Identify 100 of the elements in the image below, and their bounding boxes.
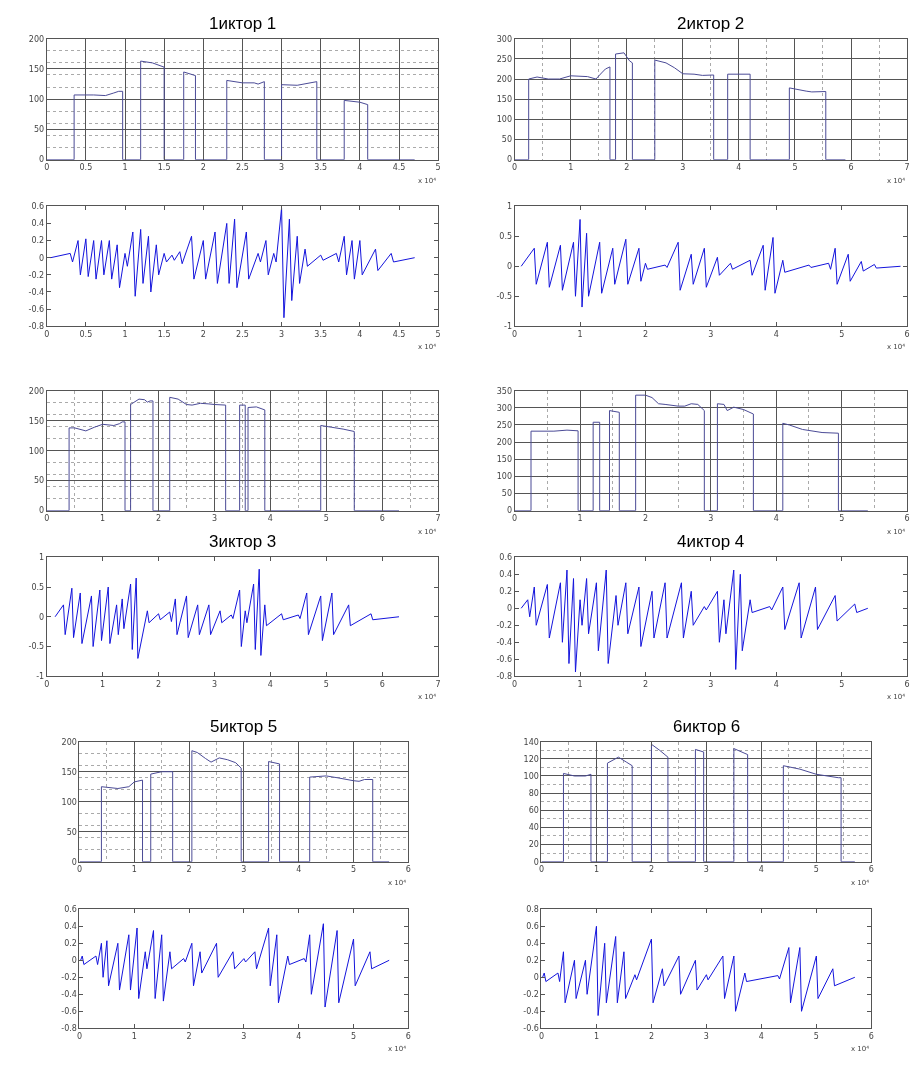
x-tick-label: 5: [813, 865, 819, 875]
y-tick-label: 100: [28, 94, 45, 104]
x-tick-label: 1: [577, 679, 583, 689]
y-tick-label: 0: [506, 604, 513, 614]
y-tick-label: 0.6: [499, 553, 513, 563]
x-tick-label: 1: [100, 679, 106, 689]
y-tick-label: -0.8: [61, 1024, 77, 1034]
x-tick-label: 1: [577, 514, 583, 524]
y-tick-label: -0.6: [28, 304, 45, 314]
x-tick-label: 6: [904, 329, 910, 339]
x-tick-label: 6: [904, 679, 910, 689]
x-tick-label: 2: [156, 679, 162, 689]
y-tick-label: 150: [28, 416, 45, 426]
y-tick-label: 300: [496, 403, 513, 413]
x-tick-label: 3: [279, 329, 285, 339]
y-tick-label: 0.2: [499, 587, 513, 597]
y-tick-label: -0.6: [61, 1007, 77, 1017]
x-tick-label: 3.5: [314, 329, 328, 339]
x-tick-label: 1.5: [157, 163, 171, 173]
chart-title: 1иктор 1: [209, 14, 277, 33]
chart-title: 3иктор 3: [209, 532, 277, 551]
y-tick-label: 50: [501, 489, 513, 499]
y-tick-label: -0.4: [61, 990, 77, 1000]
y-tick-label: 120: [523, 754, 539, 764]
y-tick-label: -0.8: [496, 672, 513, 682]
x-tick-label: 3: [703, 1031, 709, 1041]
y-tick-label: 0.5: [31, 582, 45, 592]
x-tick-label: 5: [435, 329, 441, 339]
x-tick-label: 7: [435, 679, 441, 689]
x-tick-label: 3: [211, 514, 218, 524]
x-tick-label: 2: [642, 679, 649, 689]
x-tick-label: 1: [131, 865, 137, 875]
y-tick-label: 150: [496, 455, 513, 465]
y-tick-label: -0.2: [28, 270, 45, 280]
y-tick-label: 50: [33, 125, 45, 135]
chart-title: 4иктор 4: [677, 532, 745, 551]
chart-title: 6иктор 6: [673, 717, 741, 736]
y-tick-label: 1: [39, 553, 45, 563]
x-tick-label: 3: [211, 679, 218, 689]
x-tick-label: 5: [839, 514, 845, 524]
x-tick-label: 4: [357, 163, 363, 173]
y-tick-label: 100: [28, 446, 45, 456]
x-tick-label: 1: [131, 1031, 137, 1041]
y-tick-label: 50: [66, 827, 77, 837]
line-series: [520, 569, 869, 673]
line-series: [50, 207, 416, 319]
x-tick-label: 6: [868, 865, 874, 875]
x-tick-label: 6: [904, 514, 910, 524]
x-tick-label: 2: [648, 865, 654, 875]
x-tick-label: 2: [642, 329, 649, 339]
x-tick-label: 5: [323, 514, 329, 524]
y-tick-label: 0: [533, 973, 539, 983]
y-tick-label: 50: [33, 476, 45, 486]
chart-title: 2иктор 2: [677, 14, 745, 33]
x-tick-label: 2: [200, 163, 206, 173]
x-tick-label: 4: [267, 514, 273, 524]
x-tick-label: 6: [379, 514, 385, 524]
x-tick-label: 4: [773, 679, 779, 689]
y-tick-label: 80: [528, 788, 539, 798]
y-tick-label: 0: [71, 857, 77, 867]
x-tick-label: 2: [186, 1031, 192, 1041]
y-tick-label: 40: [528, 823, 539, 833]
x-tick-label: 1: [593, 865, 599, 875]
x-tick-label: 1: [100, 514, 106, 524]
x-tick-label: 5: [813, 1031, 819, 1041]
line-series: [80, 923, 390, 1008]
y-tick-label: 0: [533, 857, 539, 867]
y-tick-label: 0.2: [31, 236, 45, 246]
x-tick-label: 4.5: [392, 329, 406, 339]
x-tick-label: 0.5: [79, 329, 93, 339]
x-tick-label: 5: [435, 163, 441, 173]
x-tick-label: 2: [156, 514, 162, 524]
y-tick-label: -0.8: [28, 322, 45, 332]
y-tick-label: 100: [496, 115, 513, 125]
x-tick-label: 4: [296, 865, 302, 875]
x-tick-label: 1: [593, 1031, 599, 1041]
x-tick-label: 5: [350, 865, 357, 875]
x-tick-label: 5: [792, 163, 798, 173]
chart-title: 5иктор 5: [210, 717, 278, 736]
y-tick-label: 150: [28, 64, 45, 74]
y-tick-label: 0: [39, 155, 45, 165]
y-tick-label: 0.5: [499, 232, 513, 242]
y-tick-label: -0.5: [28, 642, 45, 652]
x-tick-label: 2.5: [236, 329, 249, 339]
y-tick-label: 0.6: [526, 922, 539, 932]
x-tick-label: 3.5: [314, 163, 328, 173]
x-tick-label: 7: [435, 514, 441, 524]
x-tick-label: 4: [773, 514, 779, 524]
y-tick-label: -1: [504, 322, 513, 332]
y-tick-label: -0.2: [61, 973, 77, 983]
y-tick-label: 250: [496, 54, 513, 64]
x-tick-label: 3: [703, 865, 709, 875]
y-tick-label: 0.2: [526, 956, 539, 966]
y-tick-label: 0: [39, 612, 45, 622]
y-tick-label: 60: [528, 806, 539, 816]
y-tick-label: -0.2: [496, 621, 513, 631]
x-tick-label: 6: [848, 163, 854, 173]
x-tick-label: 1: [577, 329, 583, 339]
x-tick-label: 1.5: [157, 329, 171, 339]
line-series: [520, 218, 902, 308]
